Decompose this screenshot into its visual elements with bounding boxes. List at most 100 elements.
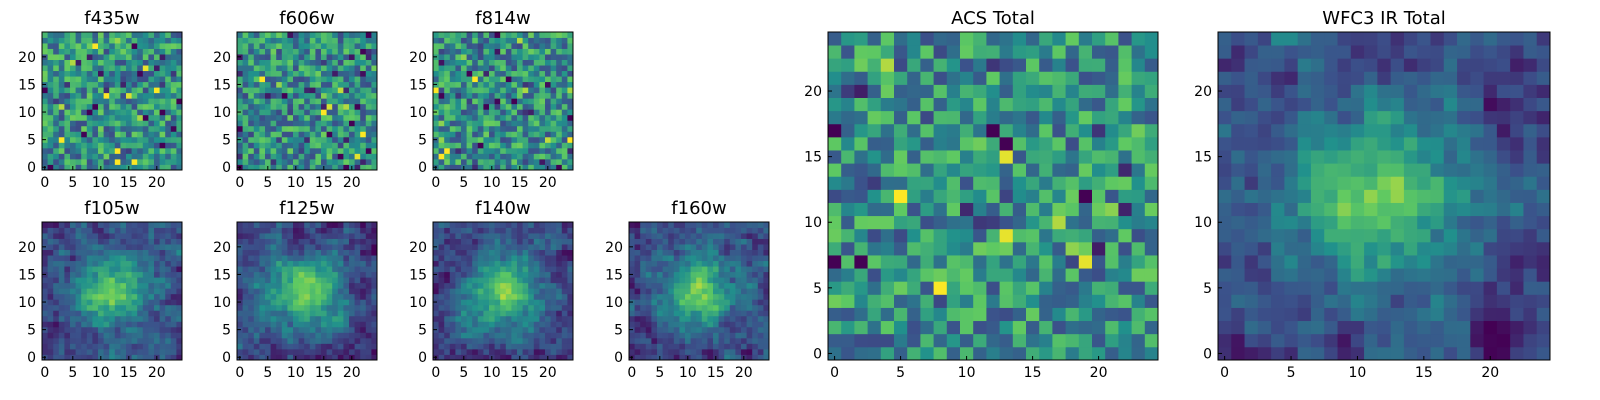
heatmap-cell	[500, 131, 507, 138]
heatmap-cell	[47, 354, 54, 361]
heatmap-cell	[337, 32, 344, 38]
heatmap-cell	[109, 332, 116, 339]
heatmap-cell	[741, 288, 747, 295]
heatmap-cell	[690, 271, 697, 278]
heatmap-cell	[81, 293, 88, 300]
heatmap-cell	[360, 87, 367, 94]
heatmap-cell	[433, 337, 439, 344]
heatmap-cell	[477, 310, 484, 317]
heatmap-cell	[371, 103, 378, 110]
heatmap-cell	[64, 125, 71, 132]
heatmap-cell	[854, 123, 868, 138]
heatmap-cell	[752, 304, 759, 311]
heatmap-cell	[64, 304, 71, 311]
heatmap-cell	[70, 147, 76, 154]
heatmap-cell	[349, 92, 355, 99]
heatmap-cell	[137, 293, 144, 300]
heatmap-cell	[332, 48, 339, 55]
heatmap-cell	[561, 114, 568, 121]
heatmap-cell	[724, 266, 731, 273]
heatmap-cell	[81, 354, 88, 361]
heatmap-cell	[120, 227, 127, 234]
heatmap-cell	[293, 87, 299, 94]
heatmap-cell	[98, 98, 104, 105]
heatmap-cell	[483, 227, 490, 234]
heatmap-cell	[461, 321, 467, 328]
heatmap-cell	[281, 255, 288, 262]
heatmap-cell	[281, 136, 288, 143]
heatmap-cell	[724, 255, 731, 262]
heatmap-cell	[371, 260, 378, 267]
heatmap-cell	[483, 244, 490, 250]
heatmap-cell	[309, 337, 316, 344]
heatmap-cell	[489, 92, 495, 99]
heatmap-cell	[763, 343, 770, 350]
heatmap-cell	[505, 65, 512, 72]
heatmap-cell	[165, 153, 172, 160]
heatmap-cell	[148, 120, 155, 127]
heatmap-cell	[315, 98, 322, 105]
heatmap-cell	[114, 321, 121, 328]
heatmap-cell	[332, 65, 339, 72]
heatmap-cell	[550, 158, 557, 165]
heatmap-cell	[567, 131, 574, 138]
heatmap-cell	[354, 310, 361, 317]
heatmap-cell	[253, 321, 260, 328]
heatmap-cell	[109, 109, 116, 116]
heatmap-cell	[75, 222, 82, 228]
heatmap-cell	[64, 65, 71, 72]
heatmap-cell	[483, 222, 490, 228]
heatmap-cell	[114, 337, 121, 344]
heatmap-cell	[176, 131, 183, 138]
heatmap-cell	[109, 59, 116, 66]
heatmap-cell	[349, 326, 355, 333]
heatmap-cell	[741, 266, 747, 273]
heatmap-cell	[433, 343, 439, 350]
heatmap-cell	[556, 48, 563, 55]
heatmap-cell	[75, 32, 82, 38]
heatmap-cell	[42, 233, 48, 239]
heatmap-cell	[75, 238, 82, 245]
heatmap-cell	[86, 304, 93, 311]
heatmap-cell	[47, 293, 54, 300]
heatmap-cell	[298, 238, 305, 245]
heatmap-cell	[746, 293, 753, 300]
heatmap-cell	[64, 164, 71, 171]
heatmap-cell	[165, 120, 172, 127]
heatmap-cell	[253, 136, 260, 143]
heatmap-cell	[522, 304, 529, 311]
heatmap-cell	[321, 92, 327, 99]
heatmap-cell	[494, 92, 501, 99]
heatmap-cell	[75, 76, 82, 83]
heatmap-cell	[999, 202, 1014, 217]
heatmap-cell	[304, 238, 311, 245]
heatmap-cell	[828, 268, 842, 282]
heatmap-cell	[70, 32, 76, 38]
heatmap-cell	[556, 260, 563, 267]
heatmap-cell	[505, 103, 512, 110]
heatmap-cell	[466, 120, 473, 127]
heatmap-cell	[337, 326, 344, 333]
heatmap-cell	[449, 164, 456, 171]
heatmap-cell	[237, 37, 243, 44]
heatmap-cell	[500, 277, 507, 284]
heatmap-cell	[561, 266, 568, 273]
heatmap-cell	[253, 48, 260, 55]
heatmap-cell	[545, 125, 551, 132]
heatmap-cell	[321, 348, 327, 355]
heatmap-cell	[880, 150, 895, 164]
heatmap-cell	[315, 315, 322, 322]
heatmap-cell	[315, 321, 322, 328]
heatmap-cell	[696, 227, 703, 234]
heatmap-cell	[494, 249, 501, 256]
heatmap-cell	[444, 153, 451, 160]
heatmap-cell	[281, 348, 288, 355]
heatmap-cell	[550, 131, 557, 138]
heatmap-cell	[449, 131, 456, 138]
heatmap-cell	[276, 153, 283, 160]
heatmap-cell	[1092, 202, 1106, 217]
heatmap-cell	[148, 293, 155, 300]
heatmap-cell	[522, 142, 529, 149]
heatmap-cell	[354, 260, 361, 267]
